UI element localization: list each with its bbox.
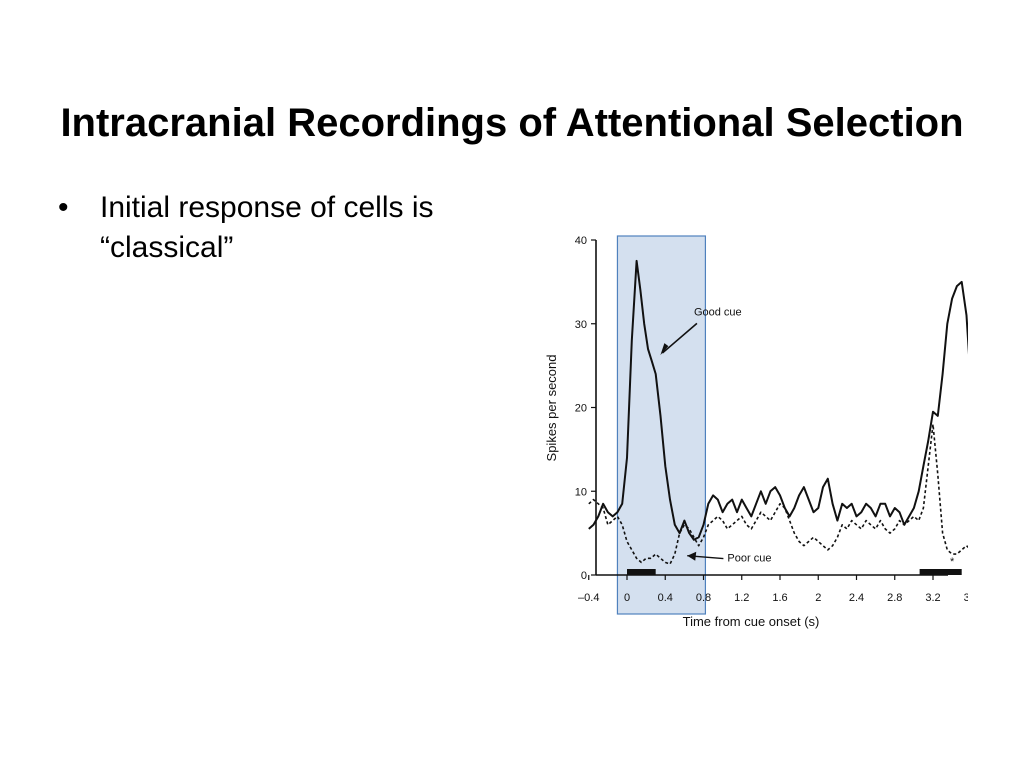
y-tick-label: 30	[575, 319, 587, 331]
stimulus-bar	[627, 569, 656, 575]
annotation-layer: Good cue Poor cue *	[627, 306, 962, 575]
poor-cue-arrowhead	[687, 551, 697, 561]
x-tick-label: 2	[815, 592, 821, 604]
x-tick-label: 1.2	[734, 592, 749, 604]
y-tick-label: 10	[575, 486, 587, 498]
x-tick-label: 0.4	[658, 592, 673, 604]
x-tick-label: 3.2	[925, 592, 940, 604]
x-tick-label: 0.8	[696, 592, 711, 604]
significance-asterisk: *	[950, 556, 955, 568]
y-tick-label: 40	[575, 235, 587, 247]
good-cue-label: Good cue	[694, 306, 742, 318]
x-tick-label: 2.8	[887, 592, 902, 604]
y-tick-label: 20	[575, 403, 587, 415]
x-tick-label: 1.6	[772, 592, 787, 604]
bullet-text: Initial response of cells is “classical”	[100, 191, 434, 264]
stimulus-bar	[919, 569, 962, 575]
x-tick-label: 3.6	[964, 592, 968, 604]
slide-title: Intracranial Recordings of Attentional S…	[60, 100, 964, 145]
x-tick-label: 0	[624, 592, 630, 604]
spike-rate-chart: 010203040–0.400.40.81.21.622.42.83.23.6 …	[544, 235, 968, 629]
y-axis-title: Spikes per second	[544, 355, 559, 462]
good-cue-arrow	[661, 322, 698, 354]
bullet-marker: •	[58, 191, 69, 224]
bullet-item: • Initial response of cells is “classica…	[58, 188, 498, 268]
poor-cue-label: Poor cue	[727, 553, 771, 565]
x-axis-title: Time from cue onset (s)	[683, 614, 820, 629]
x-tick-label: 2.4	[849, 592, 864, 604]
bullet-list: • Initial response of cells is “classica…	[58, 188, 498, 268]
series-layer	[588, 259, 968, 565]
good-cue-arrowhead	[660, 343, 669, 356]
series-line-poor-cue	[588, 423, 968, 565]
y-tick-label: 0	[581, 570, 587, 582]
x-tick-label: –0.4	[578, 592, 599, 604]
